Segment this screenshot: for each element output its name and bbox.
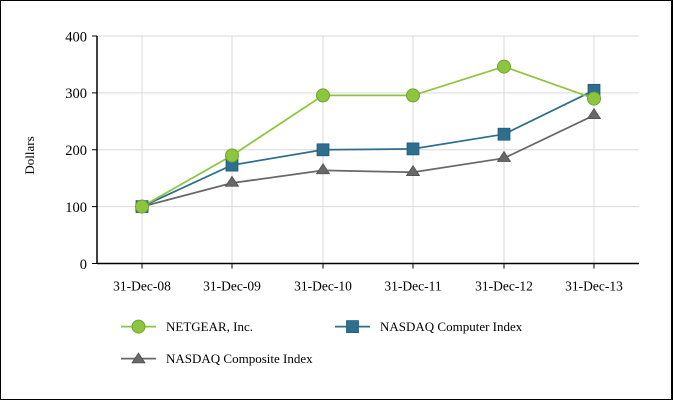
svg-text:31-Dec-12: 31-Dec-12	[475, 279, 533, 294]
svg-text:0: 0	[80, 257, 87, 273]
svg-text:100: 100	[65, 200, 87, 216]
svg-text:NASDAQ Composite Index: NASDAQ Composite Index	[166, 351, 313, 366]
svg-text:31-Dec-08: 31-Dec-08	[113, 279, 171, 294]
svg-text:Dollars: Dollars	[22, 136, 37, 174]
svg-text:300: 300	[65, 86, 87, 102]
svg-text:NETGEAR, Inc.: NETGEAR, Inc.	[166, 319, 253, 334]
svg-text:200: 200	[65, 143, 87, 159]
svg-text:400: 400	[65, 29, 87, 45]
svg-text:NASDAQ Computer Index: NASDAQ Computer Index	[380, 319, 523, 334]
svg-text:31-Dec-11: 31-Dec-11	[384, 279, 441, 294]
svg-text:31-Dec-09: 31-Dec-09	[203, 279, 261, 294]
svg-text:31-Dec-10: 31-Dec-10	[294, 279, 352, 294]
svg-text:31-Dec-13: 31-Dec-13	[565, 279, 623, 294]
